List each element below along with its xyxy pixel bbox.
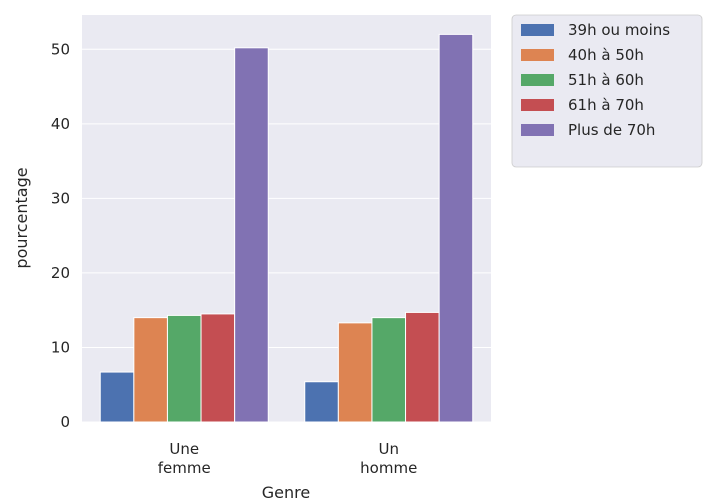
y-tick-label: 40 xyxy=(51,115,70,133)
legend-label: 40h à 50h xyxy=(568,46,644,64)
bar-1-0 xyxy=(304,381,339,423)
legend-swatch xyxy=(521,124,554,136)
bar-1-1 xyxy=(337,322,373,423)
bar-0-2 xyxy=(166,314,202,423)
x-tick-label: homme xyxy=(360,459,417,477)
bar-0-1 xyxy=(133,317,168,423)
y-tick-label: 20 xyxy=(51,264,70,282)
y-axis-ticks: 0 10 20 30 40 50 xyxy=(51,40,70,431)
y-tick-label: 0 xyxy=(60,413,70,431)
legend-label: 51h à 60h xyxy=(568,71,644,89)
x-axis-label: Genre xyxy=(262,483,310,501)
bar-1-4 xyxy=(438,33,474,423)
x-tick-label: femme xyxy=(158,459,211,477)
x-tick-label: Une xyxy=(169,440,199,458)
legend-frame xyxy=(511,14,703,168)
legend-swatch xyxy=(521,24,554,36)
y-tick-label: 10 xyxy=(51,338,70,356)
bar-1-3 xyxy=(405,311,440,423)
bar-0-3 xyxy=(200,313,236,423)
bar-0-0 xyxy=(99,371,135,423)
legend-label: Plus de 70h xyxy=(568,121,655,139)
legend-swatch xyxy=(521,99,554,111)
legend-swatch xyxy=(521,49,554,61)
legend: 39h ou moins 40h à 50h 51h à 60h 61h à 70h P… xyxy=(511,14,703,168)
bar-0-4 xyxy=(234,47,269,423)
legend-label: 39h ou moins xyxy=(568,21,670,39)
y-axis-label: pourcentage xyxy=(12,167,31,268)
x-tick-label: Un xyxy=(379,440,400,458)
y-tick-label: 30 xyxy=(51,189,70,207)
bars xyxy=(99,33,474,423)
legend-swatch xyxy=(521,74,554,86)
y-tick-label: 50 xyxy=(51,40,70,58)
bar-1-2 xyxy=(371,317,407,423)
legend-label: 61h à 70h xyxy=(568,96,644,114)
